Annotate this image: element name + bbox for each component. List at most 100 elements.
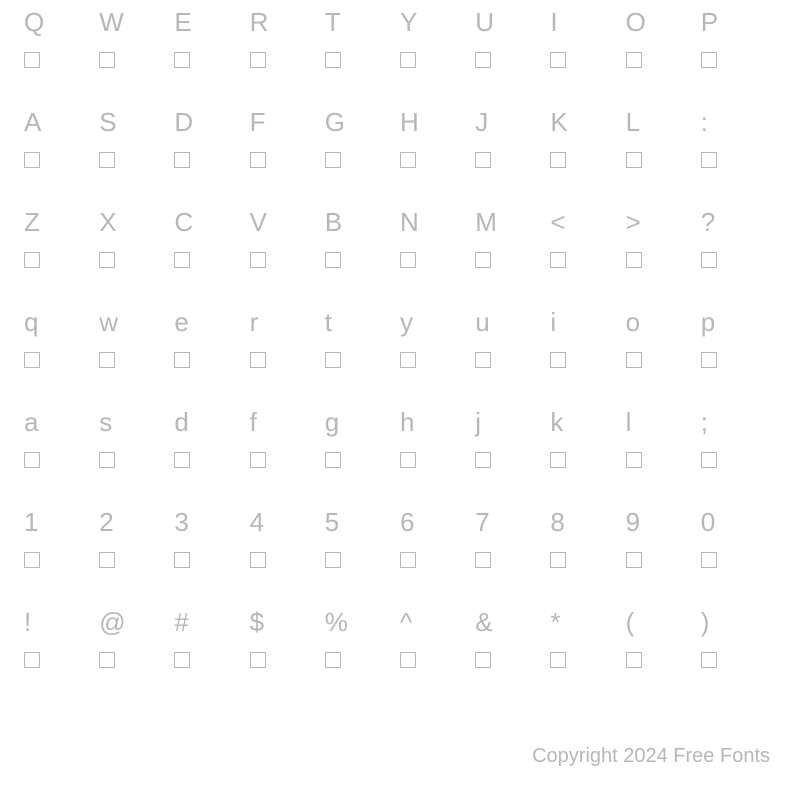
- glyph-sample-box: [99, 252, 115, 268]
- glyph-cell: Q: [24, 4, 99, 104]
- glyph-sample-box: [325, 252, 341, 268]
- glyph-sample-box: [550, 52, 566, 68]
- glyph-sample-box: [250, 652, 266, 668]
- glyph-label: g: [325, 404, 339, 440]
- glyph-sample-box: [174, 452, 190, 468]
- glyph-sample-box: [250, 452, 266, 468]
- glyph-sample-box: [701, 552, 717, 568]
- glyph-cell: s: [99, 404, 174, 504]
- glyph-sample-box: [24, 52, 40, 68]
- glyph-label: s: [99, 404, 112, 440]
- glyph-sample-box: [550, 152, 566, 168]
- glyph-sample-box: [99, 152, 115, 168]
- glyph-sample-box: [250, 152, 266, 168]
- glyph-cell: $: [250, 604, 325, 704]
- glyph-sample-box: [626, 252, 642, 268]
- glyph-sample-box: [400, 52, 416, 68]
- glyph-cell: g: [325, 404, 400, 504]
- glyph-sample-box: [550, 452, 566, 468]
- glyph-label: M: [475, 204, 497, 240]
- glyph-label: 2: [99, 504, 113, 540]
- glyph-sample-box: [99, 452, 115, 468]
- glyph-sample-box: [325, 352, 341, 368]
- glyph-cell: V: [250, 204, 325, 304]
- glyph-label: !: [24, 604, 31, 640]
- glyph-label: i: [550, 304, 556, 340]
- glyph-cell: o: [626, 304, 701, 404]
- glyph-label: #: [174, 604, 188, 640]
- glyph-cell: G: [325, 104, 400, 204]
- glyph-label: V: [250, 204, 267, 240]
- glyph-sample-box: [99, 52, 115, 68]
- glyph-sample-box: [550, 652, 566, 668]
- glyph-sample-box: [626, 152, 642, 168]
- glyph-sample-box: [174, 652, 190, 668]
- glyph-sample-box: [174, 552, 190, 568]
- glyph-label: >: [626, 204, 641, 240]
- glyph-label: &: [475, 604, 492, 640]
- glyph-cell: 6: [400, 504, 475, 604]
- glyph-sample-box: [475, 552, 491, 568]
- glyph-cell: *: [550, 604, 625, 704]
- glyph-sample-box: [400, 152, 416, 168]
- glyph-sample-box: [24, 252, 40, 268]
- glyph-label: R: [250, 4, 269, 40]
- glyph-cell: W: [99, 4, 174, 104]
- glyph-label: S: [99, 104, 116, 140]
- glyph-label: D: [174, 104, 193, 140]
- glyph-label: o: [626, 304, 640, 340]
- glyph-sample-box: [24, 552, 40, 568]
- glyph-sample-box: [174, 252, 190, 268]
- glyph-cell: C: [174, 204, 249, 304]
- glyph-label: K: [550, 104, 567, 140]
- glyph-label: 1: [24, 504, 38, 540]
- glyph-sample-box: [475, 152, 491, 168]
- glyph-sample-box: [99, 552, 115, 568]
- glyph-cell: 5: [325, 504, 400, 604]
- glyph-cell: O: [626, 4, 701, 104]
- glyph-cell: T: [325, 4, 400, 104]
- glyph-label: O: [626, 4, 646, 40]
- glyph-label: f: [250, 404, 257, 440]
- glyph-cell: !: [24, 604, 99, 704]
- glyph-sample-box: [550, 352, 566, 368]
- glyph-label: y: [400, 304, 413, 340]
- glyph-sample-box: [400, 552, 416, 568]
- glyph-label: :: [701, 104, 708, 140]
- glyph-label: 9: [626, 504, 640, 540]
- glyph-cell: l: [626, 404, 701, 504]
- glyph-label: U: [475, 4, 494, 40]
- character-grid: QWERTYUIOPASDFGHJKL:ZXCVBNM<>?qwertyuiop…: [0, 0, 800, 704]
- glyph-sample-box: [626, 52, 642, 68]
- glyph-sample-box: [626, 652, 642, 668]
- glyph-cell: i: [550, 304, 625, 404]
- glyph-cell: L: [626, 104, 701, 204]
- glyph-label: d: [174, 404, 188, 440]
- glyph-label: Z: [24, 204, 40, 240]
- glyph-cell: :: [701, 104, 776, 204]
- glyph-label: a: [24, 404, 38, 440]
- glyph-cell: F: [250, 104, 325, 204]
- glyph-sample-box: [250, 252, 266, 268]
- glyph-cell: >: [626, 204, 701, 304]
- glyph-sample-box: [475, 252, 491, 268]
- glyph-cell: D: [174, 104, 249, 204]
- glyph-label: A: [24, 104, 41, 140]
- glyph-label: N: [400, 204, 419, 240]
- glyph-cell: r: [250, 304, 325, 404]
- glyph-cell: p: [701, 304, 776, 404]
- glyph-sample-box: [626, 452, 642, 468]
- glyph-sample-box: [550, 552, 566, 568]
- glyph-sample-box: [475, 452, 491, 468]
- glyph-cell: ^: [400, 604, 475, 704]
- glyph-cell: M: [475, 204, 550, 304]
- glyph-cell: 7: [475, 504, 550, 604]
- glyph-cell: B: [325, 204, 400, 304]
- glyph-label: B: [325, 204, 342, 240]
- glyph-cell: f: [250, 404, 325, 504]
- glyph-label: h: [400, 404, 414, 440]
- glyph-cell: K: [550, 104, 625, 204]
- glyph-label: C: [174, 204, 193, 240]
- glyph-cell: k: [550, 404, 625, 504]
- glyph-sample-box: [24, 452, 40, 468]
